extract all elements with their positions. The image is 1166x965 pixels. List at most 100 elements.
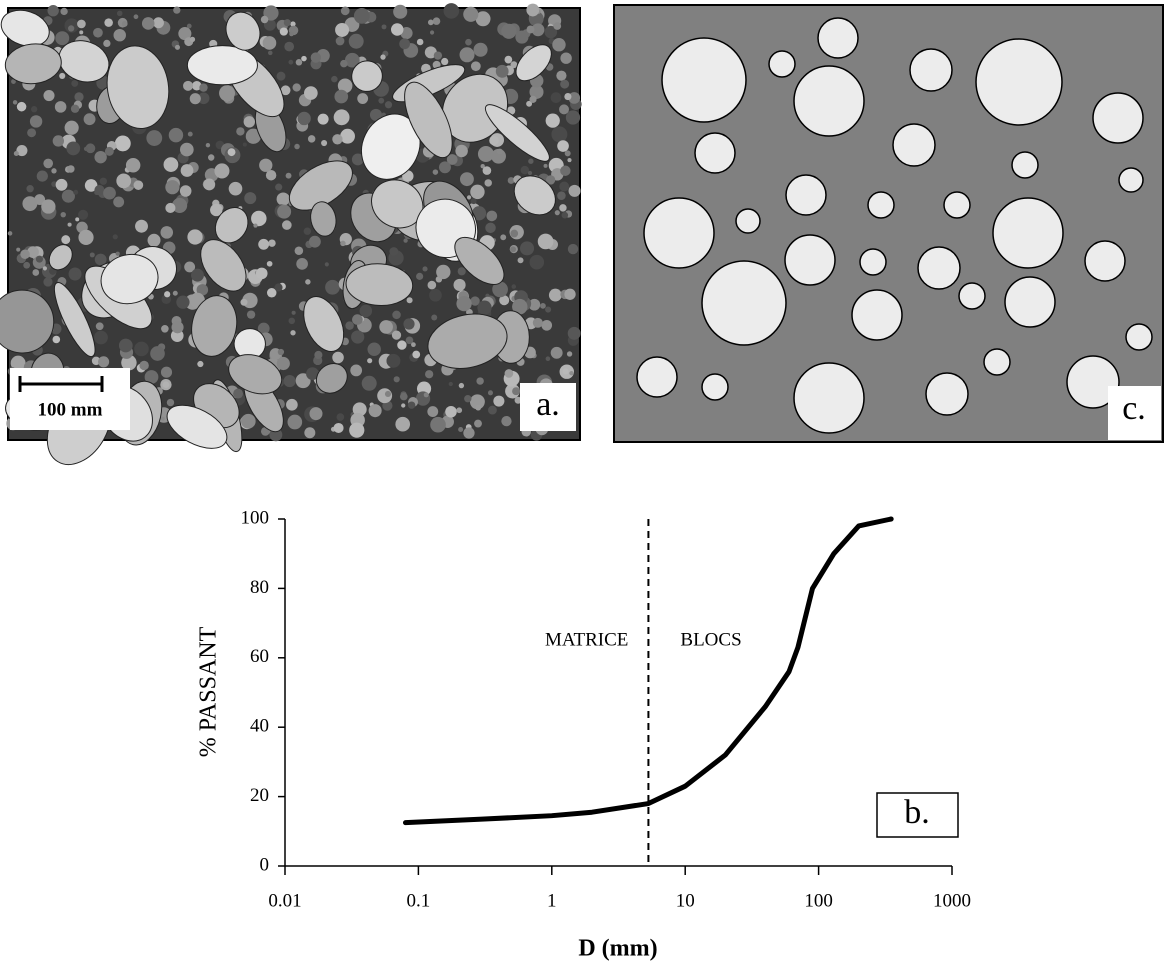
- gravel: [427, 19, 434, 26]
- gravel: [94, 189, 100, 195]
- gravel: [559, 204, 567, 212]
- gravel: [501, 23, 517, 39]
- gravel: [390, 23, 404, 36]
- gravel: [510, 229, 519, 238]
- gravel: [480, 164, 485, 169]
- gravel: [381, 24, 387, 30]
- diagram-panel: c.: [613, 4, 1164, 443]
- gravel: [276, 71, 286, 81]
- gravel: [240, 413, 256, 429]
- rock: [186, 45, 258, 86]
- particle: [867, 191, 895, 219]
- gravel: [431, 314, 438, 321]
- gravel: [336, 413, 345, 421]
- gravel: [340, 240, 346, 247]
- gravel: [550, 92, 562, 103]
- gravel: [357, 93, 369, 104]
- gravel: [22, 196, 38, 212]
- gravel: [139, 360, 149, 371]
- gravel: [436, 264, 451, 280]
- gravel: [290, 21, 296, 27]
- gravel: [304, 427, 316, 439]
- gravel: [260, 15, 269, 24]
- gravel: [104, 146, 114, 156]
- particle: [1066, 355, 1120, 409]
- gravel: [64, 120, 79, 135]
- panel-label: b.: [904, 794, 930, 831]
- gravel: [560, 79, 570, 89]
- gravel: [179, 142, 194, 157]
- gravel: [174, 44, 180, 50]
- gravel: [103, 186, 116, 200]
- gravel: [147, 233, 161, 247]
- gravel: [103, 39, 111, 48]
- gravel: [511, 284, 517, 289]
- rock: [214, 207, 249, 244]
- gravel: [335, 36, 345, 46]
- rock: [0, 289, 55, 354]
- gravel: [23, 261, 31, 269]
- gravel: [425, 370, 434, 379]
- gravel: [75, 217, 80, 222]
- gravel: [295, 59, 303, 66]
- gravel: [61, 235, 71, 245]
- gravel: [294, 143, 300, 150]
- y-tick-label: 20: [250, 785, 269, 806]
- gravel: [367, 358, 373, 364]
- gravel: [544, 25, 558, 39]
- gravel: [331, 75, 338, 83]
- rock: [454, 236, 505, 285]
- particle: [768, 50, 796, 78]
- gravel: [476, 377, 484, 385]
- gravel: [399, 392, 408, 401]
- gravel: [283, 19, 291, 27]
- gravel: [422, 266, 428, 272]
- gravel: [470, 198, 477, 205]
- gravel: [240, 298, 248, 306]
- gravel: [565, 110, 581, 125]
- rock: [166, 404, 228, 449]
- gravel: [291, 310, 296, 315]
- gravel: [84, 179, 98, 192]
- gravel: [351, 330, 365, 344]
- gravel: [369, 108, 383, 121]
- gravel: [361, 375, 377, 391]
- gravel: [545, 306, 552, 313]
- gravel: [540, 303, 546, 309]
- gravel: [60, 211, 66, 218]
- gravel: [337, 78, 353, 94]
- gravel: [504, 369, 514, 378]
- particle: [1011, 151, 1039, 179]
- gravel: [520, 165, 530, 175]
- panel-label: a.: [536, 386, 560, 423]
- gravel: [133, 180, 144, 190]
- gravel: [475, 404, 482, 411]
- gravel: [514, 396, 522, 404]
- gravel: [251, 210, 267, 227]
- gravel: [517, 257, 524, 264]
- gravel: [141, 17, 155, 30]
- gravel: [567, 158, 572, 163]
- gravel: [173, 6, 181, 14]
- gravel: [474, 419, 482, 428]
- gravel: [324, 262, 329, 267]
- gravel: [32, 269, 40, 276]
- particle: [992, 197, 1064, 269]
- gravel: [192, 80, 202, 91]
- gravel: [70, 104, 80, 113]
- gravel: [384, 390, 392, 398]
- particle: [925, 372, 969, 416]
- gravel: [47, 4, 59, 17]
- gravel: [68, 25, 75, 32]
- gravel: [294, 246, 304, 256]
- gravel: [423, 392, 429, 398]
- gravel: [393, 376, 400, 383]
- rock: [53, 281, 96, 358]
- rock: [191, 295, 238, 357]
- gravel: [203, 178, 216, 191]
- x-tick-label: 0.01: [268, 890, 301, 911]
- y-tick-label: 80: [250, 577, 269, 598]
- gravel: [559, 104, 569, 115]
- gravel: [243, 116, 256, 128]
